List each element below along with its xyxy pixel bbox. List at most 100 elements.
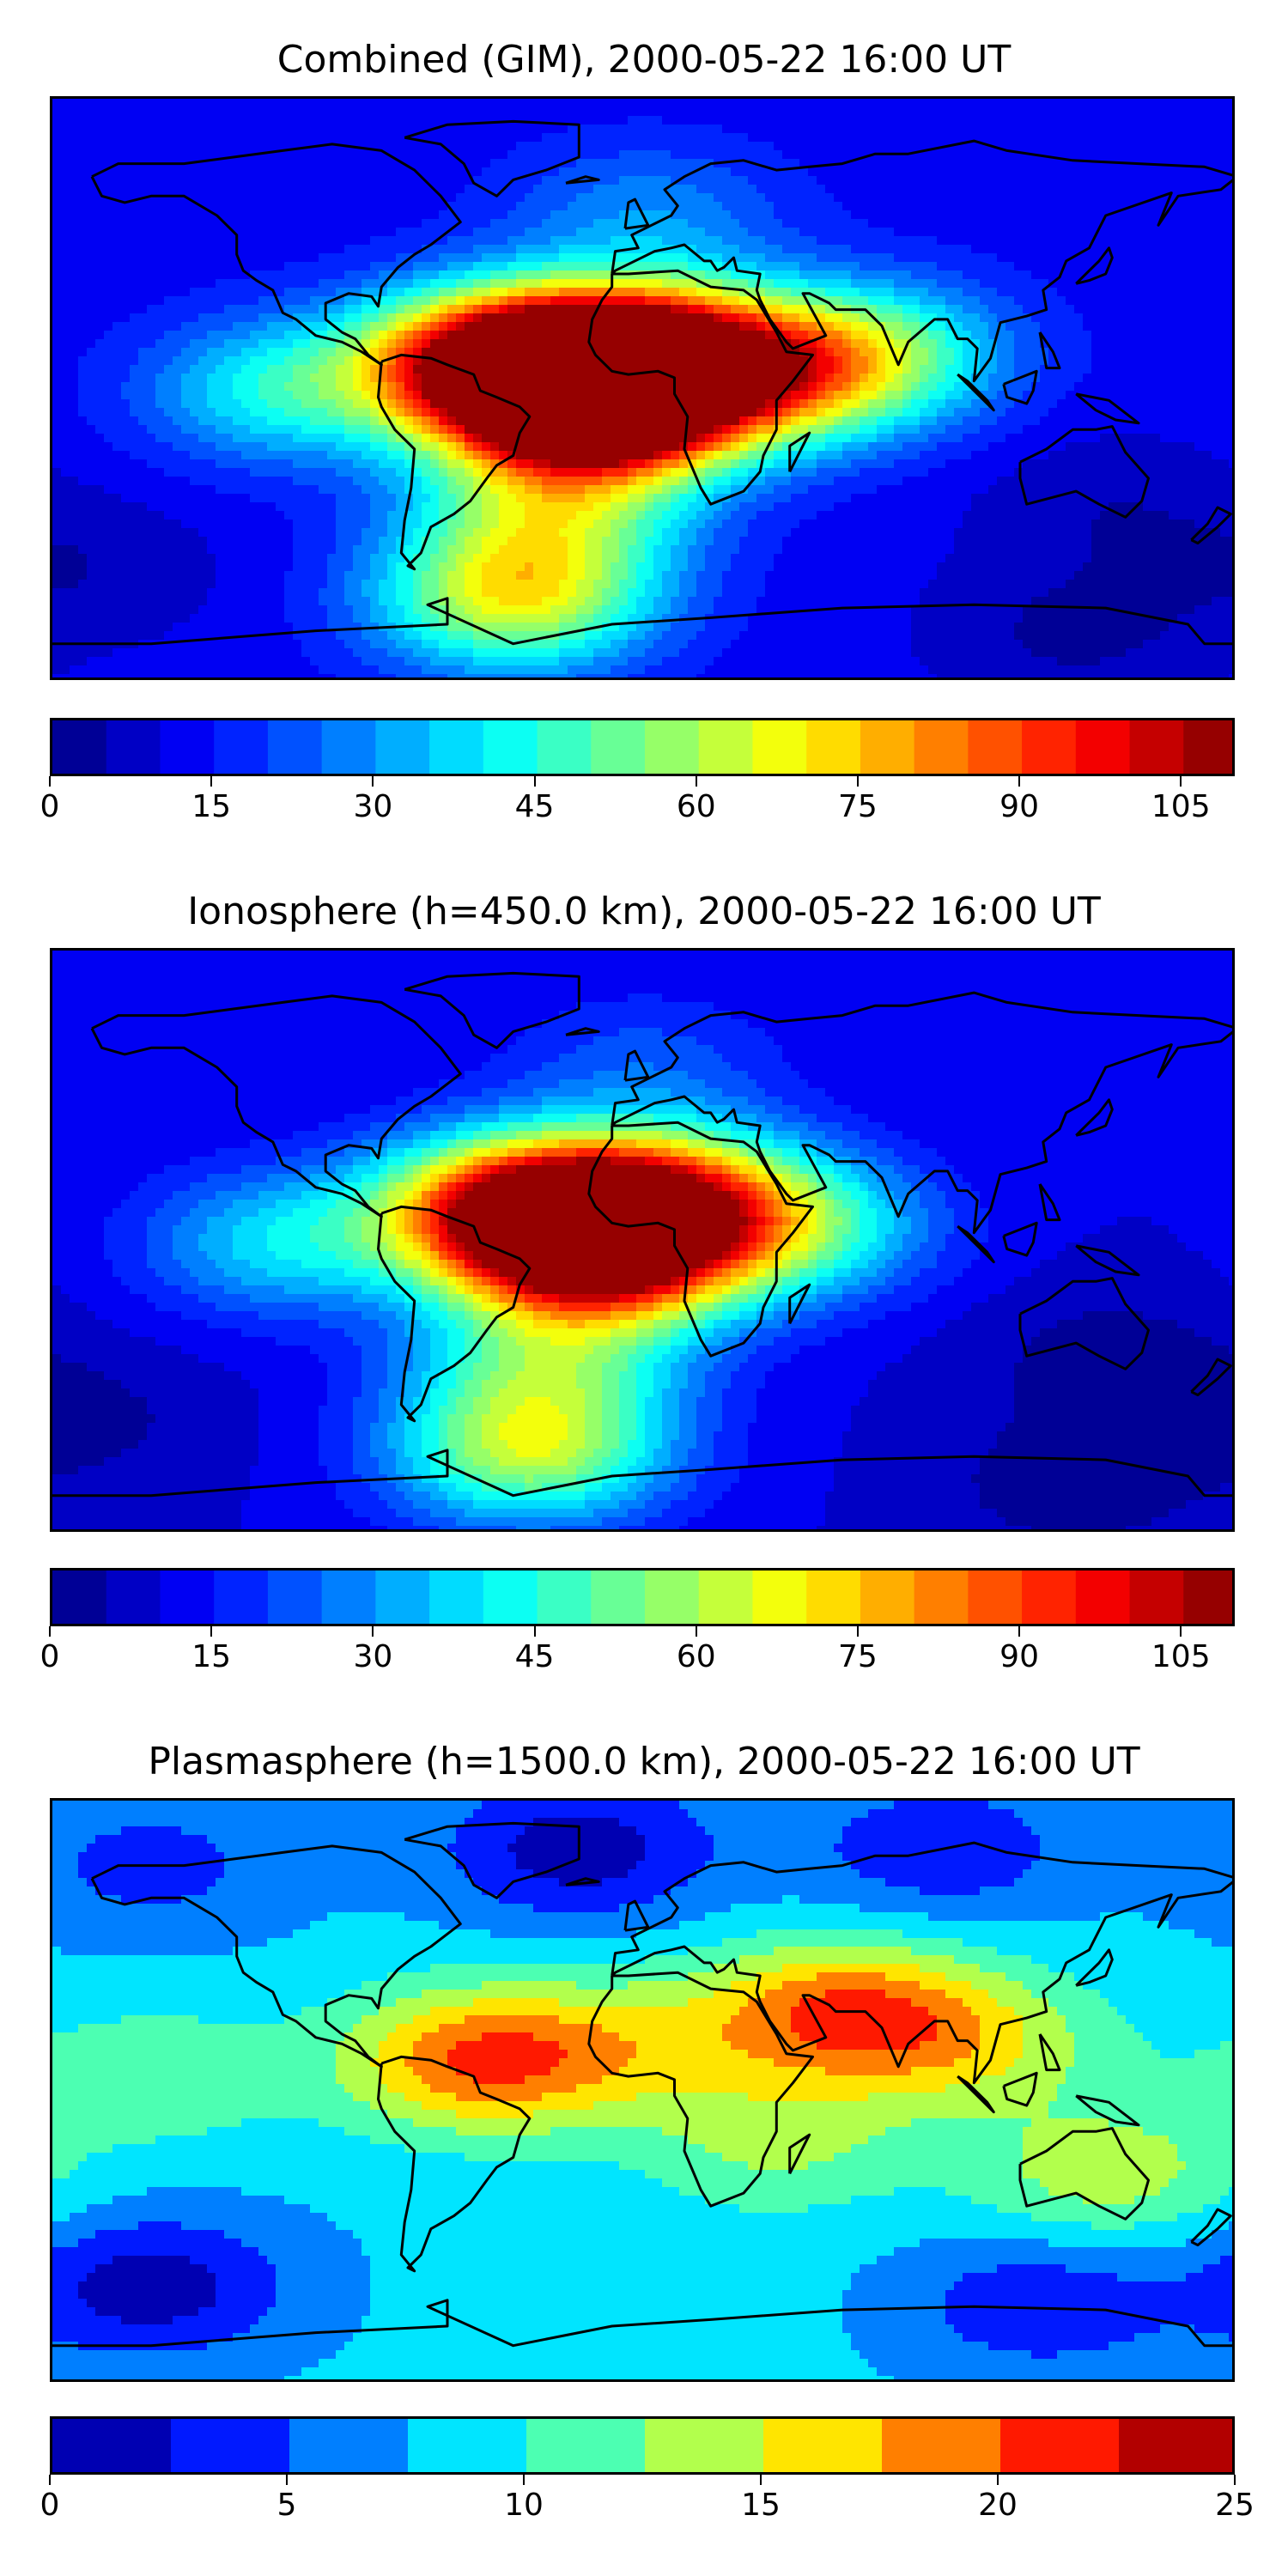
colorbar-tick-label: 45 (515, 1640, 555, 1674)
colorbar-tick (1180, 776, 1182, 787)
colorbar-tick (210, 776, 213, 787)
colorbar-level-18 (1022, 720, 1077, 774)
colorbar-level-0 (52, 720, 107, 774)
coastline-15 (1038, 2033, 1061, 2072)
coastline-12 (788, 2133, 811, 2175)
colorbar-tick-label: 30 (353, 1640, 392, 1674)
panel-title-combined: Combined (GIM), 2000-05-22 16:00 UT (0, 36, 1288, 84)
colorbar-level-19 (1075, 720, 1131, 774)
coastline-8 (1075, 246, 1114, 285)
colorbar-tick-label: 20 (978, 2488, 1018, 2523)
colorbar-tick-label: 15 (191, 790, 231, 824)
colorbar-tick (533, 1626, 536, 1637)
colorbar-level-20 (1129, 720, 1184, 774)
map-ionosphere-svg (52, 951, 1232, 1529)
coastline-14 (565, 1027, 600, 1036)
colorbar-level-17 (968, 720, 1023, 774)
colorbar-tick-label: 45 (515, 790, 555, 824)
coastlines (52, 971, 1232, 1498)
coastline-13 (1190, 2208, 1232, 2247)
colorbar-level-6 (763, 2419, 883, 2472)
coastline-4 (611, 991, 1232, 1235)
colorbar-tick (997, 2475, 999, 2485)
colorbar-level-4 (526, 2419, 646, 2472)
map-combined (50, 96, 1235, 680)
coastline-3 (587, 1971, 814, 2208)
colorbar-tick (1234, 2475, 1236, 2485)
map-combined-svg (52, 99, 1232, 677)
colorbar-level-21 (1183, 1571, 1232, 1624)
colorbar-level-2 (289, 2419, 409, 2472)
colorbar-level-6 (375, 1571, 430, 1624)
colorbar-level-20 (1129, 1571, 1184, 1624)
coastline-15 (1038, 331, 1061, 370)
coastline-10 (1002, 2071, 1038, 2107)
colorbar-level-14 (806, 1571, 861, 1624)
coastline-10 (1002, 1221, 1038, 1257)
colorbar-level-1 (106, 720, 161, 774)
coastline-11 (1075, 2094, 1140, 2127)
colorbar-tick (760, 2475, 762, 2485)
coastline-8 (1075, 1098, 1114, 1137)
coastline-4 (611, 1841, 1232, 2085)
colorbar-tick (49, 2475, 51, 2485)
colorbar-level-19 (1075, 1571, 1131, 1624)
colorbar-level-21 (1183, 720, 1232, 774)
colorbar-tick-label: 15 (741, 2488, 781, 2523)
map-ionosphere (50, 948, 1235, 1532)
colorbar-plasmasphere-svg (52, 2419, 1232, 2472)
coastline-7 (623, 1899, 650, 1932)
colorbar-level-7 (429, 720, 484, 774)
colorbar-level-14 (806, 720, 861, 774)
panel-title-ionosphere: Ionosphere (h=450.0 km), 2000-05-22 16:0… (0, 888, 1288, 936)
colorbar-tick-label: 10 (504, 2488, 544, 2523)
colorbar-level-13 (752, 1571, 807, 1624)
coastline-3 (587, 1121, 814, 1358)
colorbar-tick (856, 1626, 859, 1637)
colorbar-level-15 (860, 720, 915, 774)
colorbar-combined (50, 718, 1235, 776)
coastline-5 (1018, 425, 1150, 519)
colorbar-combined-svg (52, 720, 1232, 774)
colorbar-tick (533, 776, 536, 787)
coastline-5 (1018, 2127, 1150, 2221)
colorbar-tick-label: 105 (1151, 790, 1211, 824)
colorbar-level-0 (52, 2419, 172, 2472)
coastline-0 (90, 994, 462, 1218)
coastline-6 (52, 1449, 1232, 1498)
colorbar-tick-label: 5 (277, 2488, 297, 2523)
coastline-1 (377, 353, 532, 571)
colorbar-level-17 (968, 1571, 1023, 1624)
colorbar-tick-label: 90 (999, 790, 1039, 824)
colorbar-tick (695, 1626, 697, 1637)
coastline-8 (1075, 1948, 1114, 1987)
colorbar-level-10 (591, 1571, 646, 1624)
colorbar-level-10 (591, 720, 646, 774)
coastline-7 (623, 197, 650, 230)
colorbar-tick (49, 776, 51, 787)
coastline-11 (1075, 1244, 1140, 1277)
colorbar-level-1 (106, 1571, 161, 1624)
colorbar-level-9 (1119, 2419, 1232, 2472)
field-cells (52, 99, 1232, 677)
colorbar-level-13 (752, 720, 807, 774)
coastlines (52, 1821, 1232, 2348)
coastline-0 (90, 1844, 462, 2069)
colorbar-plasmasphere (50, 2416, 1235, 2475)
colorbar-level-3 (214, 1571, 269, 1624)
colorbar-level-8 (1000, 2419, 1120, 2472)
colorbar-level-2 (160, 1571, 215, 1624)
colorbar-ionosphere (50, 1568, 1235, 1626)
colorbar-level-8 (483, 1571, 538, 1624)
colorbar-tick (49, 1626, 51, 1637)
colorbar-level-5 (321, 1571, 376, 1624)
coastline-13 (1190, 1358, 1232, 1397)
colorbar-level-12 (698, 720, 754, 774)
colorbar-level-1 (171, 2419, 290, 2472)
colorbar-plasmasphere-ticks: 0 5 10 15 20 25 (40, 2475, 1255, 2526)
colorbar-tick (210, 1626, 213, 1637)
colorbar-level-7 (882, 2419, 1001, 2472)
colorbar-level-11 (645, 1571, 700, 1624)
colorbar-tick-label: 15 (191, 1640, 231, 1674)
map-plasmasphere-svg (52, 1801, 1232, 2379)
